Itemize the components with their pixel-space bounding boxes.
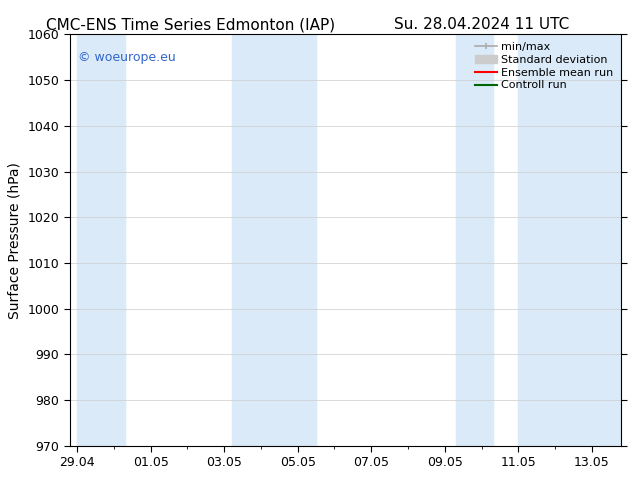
Bar [519,34,621,446]
Bar [231,34,316,446]
Bar [456,34,493,446]
Y-axis label: Surface Pressure (hPa): Surface Pressure (hPa) [8,162,22,318]
Text: Su. 28.04.2024 11 UTC: Su. 28.04.2024 11 UTC [394,17,569,32]
Text: CMC-ENS Time Series Edmonton (IAP): CMC-ENS Time Series Edmonton (IAP) [46,17,335,32]
Text: © woeurope.eu: © woeurope.eu [78,51,176,64]
Legend: min/max, Standard deviation, Ensemble mean run, Controll run: min/max, Standard deviation, Ensemble me… [472,40,616,93]
Bar [77,34,125,446]
